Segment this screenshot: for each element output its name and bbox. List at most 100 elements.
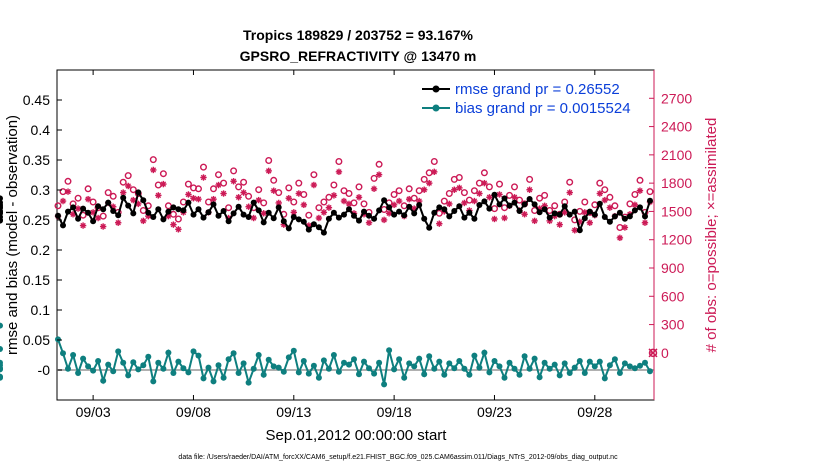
obs-possible-marker [235, 183, 243, 191]
rmse-point [225, 218, 232, 225]
bias-point [376, 359, 383, 366]
bias-point [95, 358, 102, 364]
bias-point [155, 359, 162, 366]
bias-point [225, 356, 232, 363]
y-tick-label-right: 300 [661, 317, 685, 333]
bias-point [185, 369, 192, 376]
obs-possible-marker [405, 185, 413, 193]
obs-assimilated-marker [456, 184, 463, 192]
rmse-point [501, 195, 508, 202]
obs-assimilated-marker [320, 209, 328, 216]
rmse-point [526, 196, 533, 202]
obs-possible-marker [119, 178, 127, 186]
bias-point [290, 347, 297, 354]
rmse-point [476, 202, 483, 208]
bias-point [536, 374, 543, 381]
obs-possible-marker [139, 206, 147, 214]
bias-point [0, 374, 3, 381]
obs-assimilated-marker [265, 167, 272, 175]
bias-point [210, 378, 217, 385]
rmse-point [140, 197, 147, 204]
obs-assimilated-marker [365, 219, 373, 226]
bias-point [55, 336, 61, 343]
bias-point [471, 352, 478, 359]
rmse-point [190, 211, 197, 218]
rmse-point [396, 208, 403, 215]
bias-point [341, 359, 347, 366]
bias-point [0, 346, 3, 352]
rmse-point [366, 212, 372, 219]
bias-point [561, 360, 568, 367]
obs-possible-marker [320, 198, 328, 206]
bias-point [80, 355, 87, 362]
rmse-point [346, 206, 352, 213]
rmse-point [265, 209, 272, 216]
obs-assimilated-marker [84, 195, 92, 203]
bias-point [275, 364, 282, 371]
x-tick-label: 09/08 [176, 404, 211, 420]
bias-point [596, 358, 603, 365]
obs-assimilated-marker [586, 219, 593, 226]
obs-possible-marker [350, 199, 358, 207]
bias-point [70, 352, 77, 358]
rmse-point [486, 205, 493, 212]
rmse-point [566, 211, 573, 218]
bias-point [145, 353, 152, 360]
obs-assimilated-marker [255, 196, 262, 204]
bias-point [626, 363, 633, 370]
rmse-point [516, 208, 523, 214]
rmse-point [270, 215, 277, 222]
rmse-point [371, 215, 378, 222]
obs-assimilated-marker [426, 179, 433, 187]
rmse-point [637, 204, 643, 211]
x-tick-label: 09/03 [76, 404, 111, 420]
obs-possible-marker [375, 160, 383, 168]
y-axis-label-right: # of obs: o=possible; ×=assimilated [703, 118, 720, 353]
bias-point [110, 368, 117, 375]
y-tick-label-right: 900 [661, 260, 685, 276]
rmse-point [571, 208, 578, 215]
obs-assimilated-marker [240, 189, 247, 196]
obs-assimilated-marker [566, 189, 573, 196]
rmse-point [250, 199, 257, 206]
bias-point [611, 356, 618, 363]
y-tick-label-left: 0.25 [23, 212, 50, 228]
obs-possible-marker [465, 196, 473, 204]
obs-possible-marker [265, 156, 273, 164]
bias-point [396, 356, 403, 363]
obs-possible-marker [480, 169, 488, 177]
bias-point [511, 365, 518, 372]
rmse-point [220, 208, 227, 214]
obs-possible-marker [390, 190, 398, 198]
obs-assimilated-marker [210, 195, 217, 203]
obs-possible-marker [596, 179, 604, 187]
obs-assimilated-marker [115, 219, 122, 226]
obs-assimilated-marker [636, 187, 644, 194]
rmse-point [621, 215, 628, 222]
obs-assimilated-marker [431, 168, 438, 176]
obs-possible-marker [370, 174, 378, 182]
bias-point [601, 375, 608, 382]
bias-point [215, 362, 222, 369]
obs-assimilated-marker [531, 217, 538, 225]
obs-possible-marker [576, 207, 584, 215]
obs-assimilated-marker [230, 178, 237, 185]
obs-assimilated-marker [315, 214, 323, 222]
obs-assimilated-marker [160, 180, 167, 188]
obs-assimilated-marker [195, 195, 202, 203]
bias-point [451, 365, 458, 372]
rmse-point [310, 221, 317, 228]
obs-possible-marker [214, 171, 222, 179]
bias-point [531, 355, 538, 362]
rmse-point [426, 224, 433, 231]
rmse-point [481, 198, 488, 205]
rmse-point [200, 214, 207, 221]
bias-point [150, 378, 157, 385]
obs-possible-marker [179, 198, 187, 206]
obs-possible-marker [149, 156, 157, 164]
obs-possible-marker [290, 198, 298, 206]
bias-point [566, 370, 573, 376]
bias-point [551, 361, 558, 368]
obs-possible-marker [581, 198, 589, 206]
